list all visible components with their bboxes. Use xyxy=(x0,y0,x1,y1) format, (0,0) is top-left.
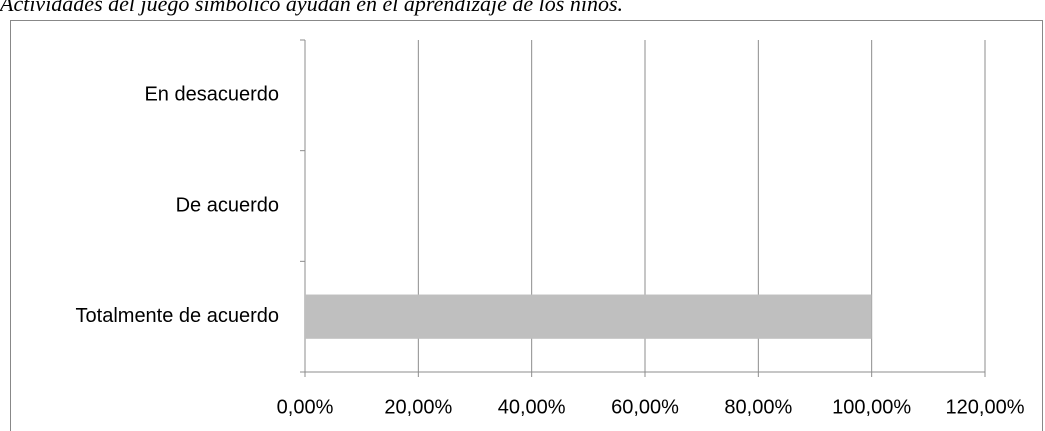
chart-title: Actividades del juego simbólico ayudan e… xyxy=(0,0,623,16)
y-tick-label: Totalmente de acuerdo xyxy=(76,305,279,327)
y-tick-label: En desacuerdo xyxy=(144,84,279,106)
x-tick-label: 40,00% xyxy=(498,396,566,418)
chart-border xyxy=(10,20,1043,431)
y-tick-label: De acuerdo xyxy=(176,194,279,216)
x-tick-label: 80,00% xyxy=(724,396,792,418)
x-tick-label: 20,00% xyxy=(384,396,452,418)
x-tick-label: 60,00% xyxy=(611,396,679,418)
bar xyxy=(305,294,872,339)
x-tick-label: 0,00% xyxy=(277,396,334,418)
x-tick-label: 120,00% xyxy=(946,396,1025,418)
x-tick-label: 100,00% xyxy=(832,396,911,418)
